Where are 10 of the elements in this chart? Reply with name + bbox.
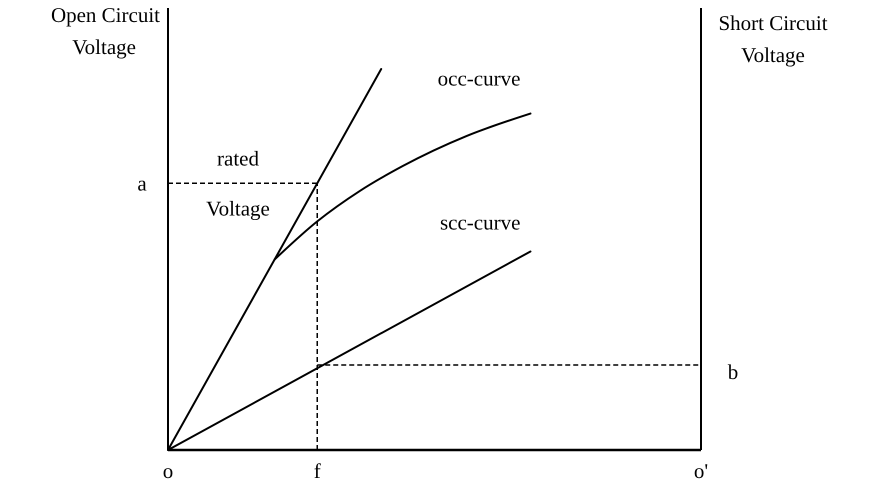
y2-axis-title: Short Circuit Voltage [718,11,828,67]
text: rated Voltage [206,146,270,220]
x-tick-label: o' [694,459,708,483]
series-label: occ-curve [438,66,520,91]
x-tick-label: o [162,459,174,483]
y-axis-title: Open Circuit Voltage [50,3,160,59]
ref-line-label: a [137,171,148,196]
ref-line-label: b [728,360,738,384]
series-label: scc-curve [440,210,520,234]
x-tick-label: f [314,459,321,483]
